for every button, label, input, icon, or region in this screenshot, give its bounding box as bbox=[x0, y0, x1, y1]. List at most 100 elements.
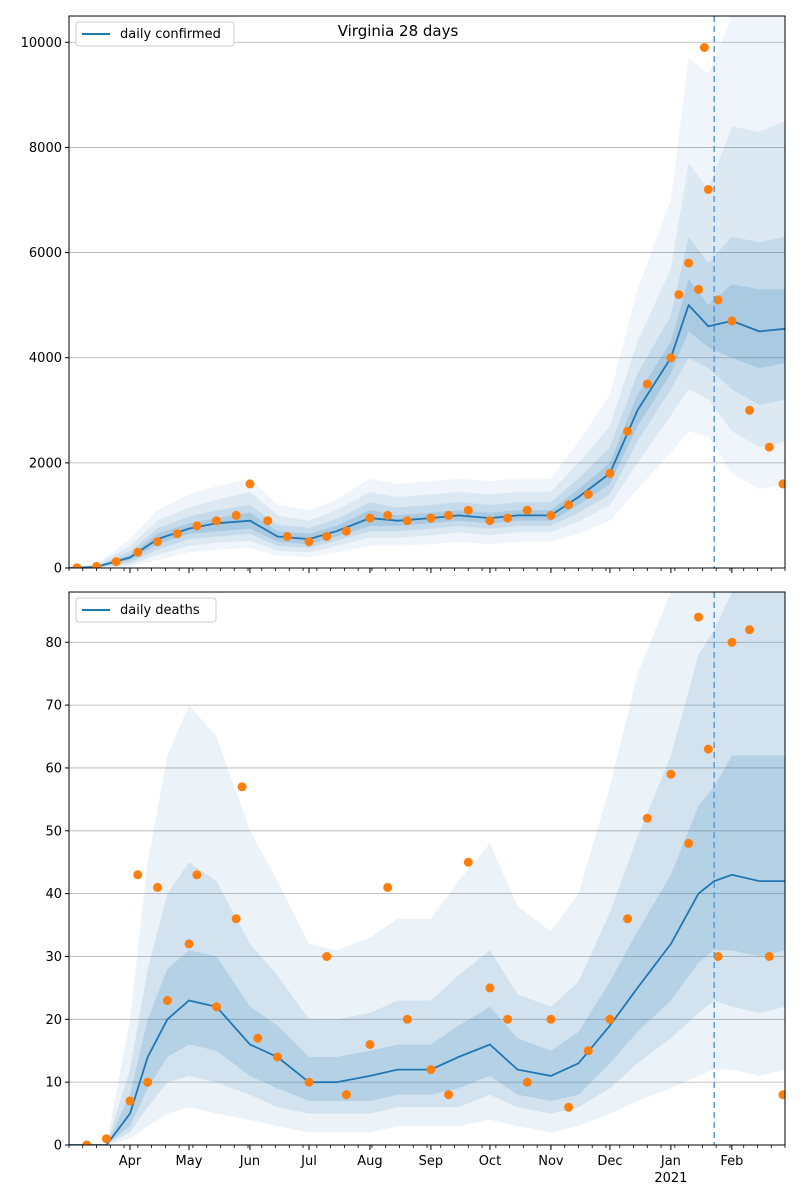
observed-point bbox=[304, 537, 314, 547]
observed-point bbox=[426, 513, 436, 523]
observed-point bbox=[485, 983, 495, 993]
observed-point bbox=[623, 426, 633, 436]
observed-point bbox=[605, 468, 615, 478]
y-tick-label: 30 bbox=[45, 950, 62, 965]
observed-point bbox=[745, 625, 755, 635]
observed-point bbox=[694, 284, 703, 294]
observed-point bbox=[583, 489, 593, 499]
observed-point bbox=[365, 513, 375, 523]
band-middle bbox=[69, 592, 785, 1145]
observed-point bbox=[253, 1033, 263, 1043]
observed-point bbox=[522, 505, 532, 515]
observed-point bbox=[546, 510, 556, 520]
legend-label-daily-deaths: daily deaths bbox=[120, 603, 200, 618]
legend-bottom: daily deaths bbox=[75, 597, 217, 623]
observed-point bbox=[778, 1090, 785, 1100]
observed-point bbox=[101, 1134, 111, 1144]
x-year-label: 2021 bbox=[654, 1171, 687, 1186]
observed-point bbox=[365, 1040, 375, 1049]
band-middle bbox=[69, 236, 785, 568]
observed-point bbox=[503, 1014, 513, 1024]
x-tick-label: Nov bbox=[538, 1154, 564, 1169]
observed-point bbox=[463, 857, 473, 867]
observed-point bbox=[503, 513, 513, 523]
legend-label-daily-confirmed: daily confirmed bbox=[120, 27, 221, 42]
x-tick-label: May bbox=[176, 1154, 203, 1169]
band-inner bbox=[69, 755, 785, 1145]
observed-point bbox=[764, 952, 774, 961]
observed-point bbox=[684, 838, 694, 848]
legend-box-bottom bbox=[75, 597, 217, 623]
observed-point bbox=[642, 813, 652, 823]
observed-point bbox=[282, 532, 292, 541]
observed-point bbox=[666, 353, 676, 363]
observed-point bbox=[322, 952, 332, 961]
observed-point bbox=[304, 1077, 314, 1087]
observed-point bbox=[231, 914, 241, 924]
observed-point bbox=[245, 479, 255, 489]
observed-point bbox=[426, 1065, 436, 1075]
x-tick-label: Dec bbox=[597, 1154, 622, 1169]
y-tick-label: 6000 bbox=[29, 246, 62, 261]
observed-point bbox=[192, 521, 202, 531]
y-tick-label: 0 bbox=[54, 562, 62, 577]
observed-point bbox=[143, 1077, 153, 1087]
y-tick-label: 50 bbox=[45, 824, 62, 839]
observed-point bbox=[383, 510, 393, 520]
y-tick-label: 0 bbox=[54, 1139, 62, 1154]
observed-point bbox=[82, 1140, 92, 1145]
observed-point bbox=[237, 782, 247, 792]
observed-point bbox=[727, 637, 737, 647]
observed-point bbox=[192, 870, 202, 880]
x-tick-label: Jan bbox=[660, 1154, 681, 1169]
x-tick-label: Oct bbox=[479, 1154, 501, 1169]
observed-point bbox=[92, 561, 101, 568]
band-outer bbox=[69, 121, 785, 568]
observed-point bbox=[402, 516, 412, 526]
observed-point bbox=[642, 379, 652, 389]
observed-point bbox=[172, 529, 182, 539]
observed-point bbox=[212, 516, 221, 526]
y-tick-label: 10000 bbox=[21, 36, 62, 51]
observed-point bbox=[231, 510, 241, 520]
observed-point bbox=[764, 442, 774, 452]
y-tick-label: 60 bbox=[45, 761, 62, 776]
y-tick-label: 10 bbox=[45, 1076, 62, 1091]
observed-point bbox=[463, 505, 473, 515]
band-inner bbox=[69, 278, 785, 568]
observed-point bbox=[546, 1014, 556, 1024]
y-tick-label: 2000 bbox=[29, 456, 62, 471]
observed-point bbox=[444, 1090, 454, 1100]
observed-point bbox=[402, 1014, 412, 1024]
y-tick-label: 8000 bbox=[29, 141, 62, 156]
observed-point bbox=[564, 500, 574, 510]
observed-point bbox=[703, 185, 713, 194]
observed-point bbox=[125, 1096, 135, 1106]
observed-point bbox=[778, 479, 785, 489]
y-tick-label: 4000 bbox=[29, 351, 62, 366]
x-tick-label: Feb bbox=[720, 1154, 743, 1169]
observed-point bbox=[703, 744, 713, 754]
y-tick-label: 40 bbox=[45, 887, 62, 902]
observed-point bbox=[485, 516, 495, 526]
x-tick-label: Jun bbox=[239, 1154, 260, 1169]
observed-point bbox=[184, 939, 194, 949]
x-tick-label: Aug bbox=[357, 1154, 382, 1169]
chart-daily-deaths: 0 10 20 30 40 50 60 70 80 Apr May Jun Jul Aug Sep Oct No… bbox=[45, 591, 786, 1186]
band-outer bbox=[69, 592, 785, 1145]
observed-point bbox=[322, 532, 332, 541]
band-extreme bbox=[69, 16, 785, 568]
observed-point bbox=[605, 1014, 615, 1024]
observed-point bbox=[674, 290, 684, 300]
chart-title: Virginia 28 days bbox=[338, 22, 459, 40]
observed-point bbox=[263, 516, 273, 526]
observed-point bbox=[522, 1077, 532, 1087]
observed-point bbox=[623, 914, 633, 924]
x-tick-label: Apr bbox=[119, 1154, 142, 1169]
observed-point bbox=[699, 43, 709, 52]
observed-point bbox=[564, 1102, 574, 1112]
observed-point bbox=[684, 258, 694, 268]
observed-point bbox=[162, 996, 172, 1005]
